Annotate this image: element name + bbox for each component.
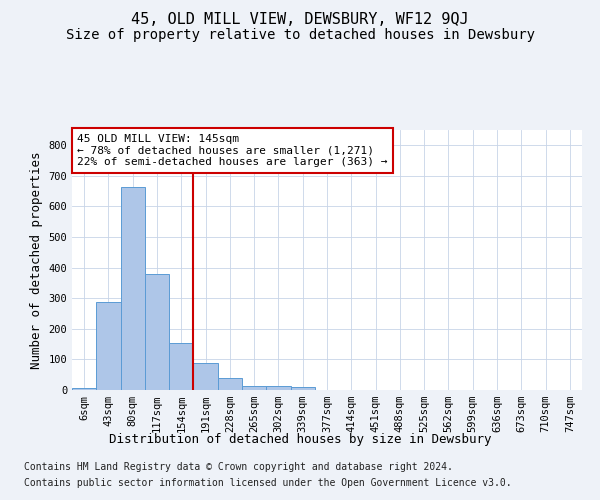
Bar (242, 386, 266, 390)
Bar (121, 187, 145, 390)
Text: 45, OLD MILL VIEW, DEWSBURY, WF12 9QJ: 45, OLD MILL VIEW, DEWSBURY, WF12 9QJ (131, 12, 469, 28)
Text: Size of property relative to detached houses in Dewsbury: Size of property relative to detached ho… (65, 28, 535, 42)
Bar (96, 302, 121, 390)
Y-axis label: Number of detached properties: Number of detached properties (30, 151, 43, 369)
Bar (290, 386, 315, 390)
Bar (72, 388, 96, 390)
Text: Contains HM Land Registry data © Crown copyright and database right 2024.: Contains HM Land Registry data © Crown c… (24, 462, 453, 472)
Bar (145, 274, 169, 390)
Text: Distribution of detached houses by size in Dewsbury: Distribution of detached houses by size … (109, 432, 491, 446)
Bar (218, 378, 242, 390)
Bar (169, 343, 193, 390)
Bar (266, 386, 290, 390)
Text: Contains public sector information licensed under the Open Government Licence v3: Contains public sector information licen… (24, 478, 512, 488)
Bar (193, 363, 218, 390)
Text: 45 OLD MILL VIEW: 145sqm
← 78% of detached houses are smaller (1,271)
22% of sem: 45 OLD MILL VIEW: 145sqm ← 78% of detach… (77, 134, 388, 167)
